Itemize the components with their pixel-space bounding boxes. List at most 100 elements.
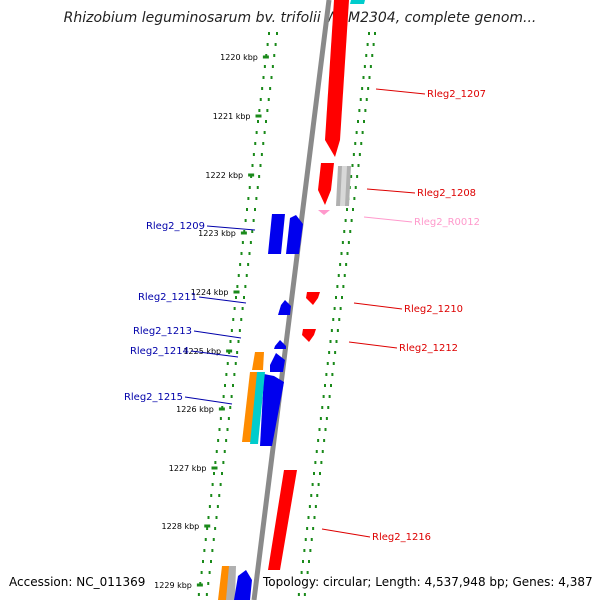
tick-mark (314, 461, 317, 464)
tick-mark (316, 494, 319, 497)
tick-mark (247, 197, 250, 200)
tick-mark (352, 153, 355, 156)
tick-mark (356, 175, 359, 178)
tick-mark (354, 142, 357, 145)
tick-mark (353, 197, 356, 200)
tick-mark (358, 153, 361, 156)
tick-mark (342, 285, 345, 288)
tick-mark (361, 131, 364, 134)
tick-mark (269, 87, 272, 90)
tick-mark (243, 296, 245, 299)
tick-mark (214, 461, 217, 464)
tick-mark (321, 450, 324, 453)
gene-feature (274, 340, 286, 349)
map-title: Rhizobium leguminosarum bv. trifolii WSM… (63, 10, 537, 26)
gene-feature (234, 570, 252, 600)
tick-mark (236, 285, 239, 288)
tick-mark (325, 373, 328, 376)
tick-mark (241, 307, 244, 310)
gene-label[interactable]: Rleg2_1215 (124, 392, 183, 403)
tick-mark (328, 351, 331, 354)
tick-mark (237, 274, 240, 277)
tick-mark (210, 494, 213, 497)
gene-label[interactable]: Rleg2_1208 (417, 188, 476, 199)
gene-feature (302, 329, 316, 342)
gene-label[interactable]: Rleg2_1209 (146, 221, 205, 232)
tick-mark (333, 307, 336, 310)
tick-mark (300, 571, 303, 574)
gene-leader-line (206, 225, 256, 231)
tick-mark (306, 527, 309, 530)
gene-label[interactable]: Rleg2_1212 (399, 343, 458, 354)
tick-mark (255, 131, 258, 134)
tick-mark (248, 186, 251, 189)
tick-mark (346, 208, 348, 211)
tick-mark (297, 593, 300, 596)
tick-mark (268, 32, 270, 35)
kbp-tick (196, 583, 203, 587)
tick-mark (219, 483, 222, 486)
tick-mark (256, 186, 259, 189)
tick-mark (314, 505, 317, 508)
tick-mark (233, 307, 236, 310)
tick-mark (219, 417, 222, 420)
tick-mark (308, 505, 311, 508)
tick-mark (222, 395, 225, 398)
gene-label[interactable]: Rleg2_1211 (138, 292, 197, 303)
tick-mark (259, 98, 262, 101)
tick-mark (197, 593, 200, 596)
tick-mark (255, 197, 258, 200)
tick-mark (247, 263, 250, 266)
tick-mark (304, 538, 307, 541)
tick-mark (266, 109, 269, 112)
tick-mark (246, 208, 248, 211)
gene-label[interactable]: Rleg2_1210 (404, 304, 463, 315)
tick-mark (302, 560, 304, 563)
tick-mark (357, 164, 360, 167)
gene-label[interactable]: Rleg2_R0012 (414, 217, 480, 228)
tick-mark (323, 439, 326, 442)
gene-feature (250, 372, 265, 444)
kbp-label: 1225 kbp (183, 347, 221, 356)
tick-mark (341, 241, 344, 244)
tick-mark (339, 263, 342, 266)
tick-mark (309, 549, 312, 552)
tick-mark (234, 362, 237, 365)
gene-label[interactable]: Rleg2_1213 (133, 326, 192, 337)
tick-mark (327, 406, 330, 409)
gene-label[interactable]: Rleg2_1216 (372, 532, 431, 543)
tick-mark (202, 560, 204, 563)
tick-mark (237, 340, 240, 343)
tick-mark (313, 472, 315, 475)
tick-mark (341, 296, 343, 299)
tick-mark (354, 186, 357, 189)
tick-mark (363, 65, 366, 68)
gene-label[interactable]: Rleg2_1214 (130, 346, 189, 357)
tick-mark (329, 340, 332, 343)
tick-mark (226, 362, 229, 365)
tick-mark (362, 76, 365, 79)
tick-mark (274, 43, 277, 46)
tick-mark (230, 395, 233, 398)
tick-mark (266, 43, 269, 46)
tick-mark (260, 153, 263, 156)
tick-mark (208, 571, 211, 574)
gene-feature (270, 353, 285, 372)
kbp-tick (211, 466, 218, 470)
tick-mark (338, 318, 341, 321)
tick-mark (332, 318, 335, 321)
tick-mark (352, 208, 354, 211)
tick-mark (200, 571, 203, 574)
tick-mark (203, 549, 206, 552)
tick-mark (226, 428, 229, 431)
tick-mark (254, 208, 256, 211)
accession-text: Accession: NC_011369 (9, 575, 146, 589)
tick-mark (311, 483, 314, 486)
gene-label[interactable]: Rleg2_1207 (427, 89, 486, 100)
gene-labels[interactable]: Rleg2_1207 Rleg2_1208 Rleg2_R0012 Rleg2_120… (124, 88, 486, 543)
kbp-tick (248, 173, 255, 177)
kbp-tick (255, 114, 262, 118)
kbp-label: 1227 kbp (169, 464, 207, 473)
tick-mark (244, 219, 247, 222)
